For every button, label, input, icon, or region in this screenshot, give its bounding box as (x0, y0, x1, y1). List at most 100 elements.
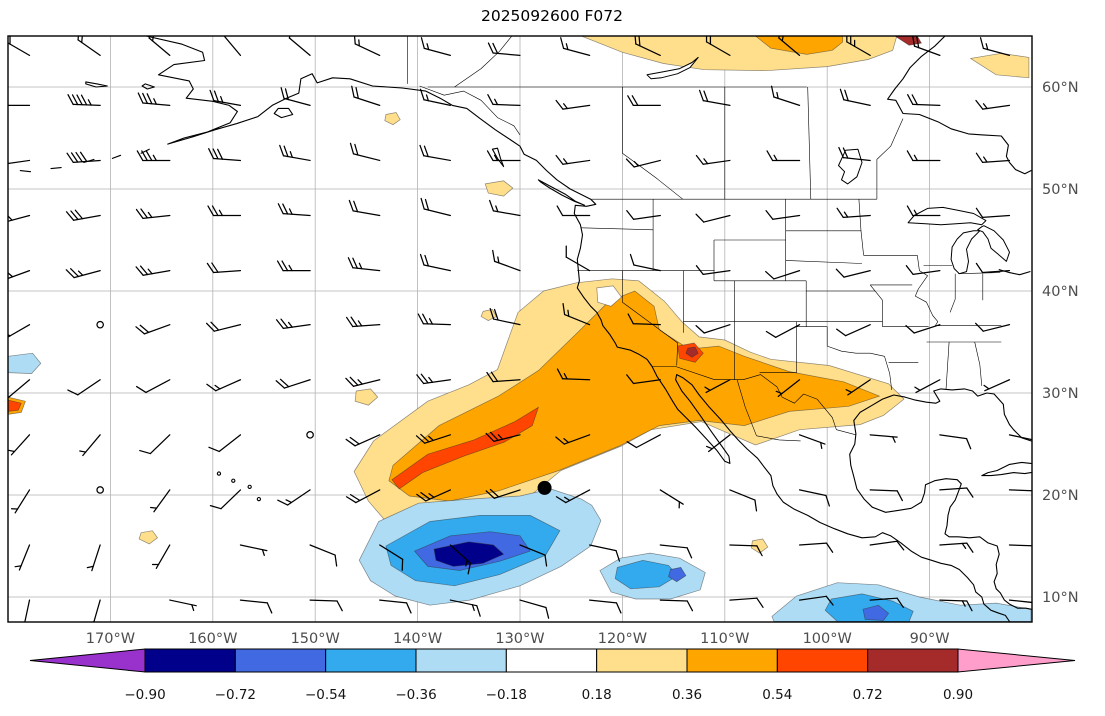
lat-tick-label: 30°N (1042, 386, 1079, 402)
coastline (982, 462, 1031, 475)
wind-barb-full (766, 332, 775, 338)
wind-barb-full (976, 263, 982, 272)
lat-tick-label: 40°N (1042, 284, 1079, 300)
colorbar-segment (777, 649, 867, 672)
lat-tick-label: 10°N (1042, 590, 1079, 606)
wind-barb-staff (940, 435, 967, 439)
wind-barb-full (147, 94, 152, 104)
wind-barb-staff (983, 216, 1010, 218)
wind-barb-full (223, 24, 227, 34)
wind-barb-full (280, 145, 284, 155)
colorbar-tick-label: −0.18 (486, 687, 527, 703)
wind-barb-full (906, 266, 913, 275)
wind-barb-full (281, 88, 284, 99)
colorbar-tick-label: 0.72 (853, 687, 883, 703)
wind-barb-full (908, 95, 913, 105)
anomaly-region-north-canada-yellow-band (581, 36, 896, 71)
colorbar-segment (868, 649, 958, 672)
colorbar-segment (145, 649, 235, 672)
anomaly-region-topright-yellow (971, 53, 1029, 78)
wind-barb-full (424, 146, 428, 156)
small-island (217, 472, 220, 475)
wind-barb-full (755, 500, 757, 511)
wind-barb-full (488, 43, 493, 53)
wind-barb-staff (730, 598, 757, 600)
wind-barb-full (696, 326, 704, 333)
lon-tick-label: 130°W (495, 631, 544, 647)
wind-barb-full (209, 447, 219, 451)
border-line (950, 274, 955, 313)
wind-barb-full (68, 390, 78, 395)
wind-barb-staff (636, 435, 660, 448)
border-line (877, 119, 903, 200)
wind-barb-staff (380, 600, 407, 603)
wind-barb-full (284, 146, 288, 156)
wind-barb-staff (634, 216, 661, 220)
wind-barb-staff (9, 380, 30, 397)
lake-outline (978, 226, 1010, 262)
wind-barb-half (564, 104, 568, 109)
colorbar-segment (597, 649, 687, 672)
wind-barb-half (219, 210, 222, 215)
wind-barb-full (556, 100, 563, 109)
lat-tick-label: 20°N (1042, 488, 1079, 504)
wind-barb-staff (704, 216, 730, 223)
wind-barb-staff (590, 600, 617, 603)
wind-barb-full (907, 151, 913, 161)
wind-barb-staff (289, 38, 310, 55)
wind-barb-full (82, 95, 87, 105)
island-outline (86, 82, 108, 87)
wind-barb-half (774, 155, 777, 160)
wind-barb-staff (660, 600, 687, 601)
wind-barb-full (700, 90, 704, 100)
border-line (622, 87, 682, 199)
wind-barb-half (358, 380, 362, 384)
border-line (946, 342, 949, 390)
wind-barb-full (630, 255, 633, 265)
wind-barb-full (215, 91, 219, 101)
wind-barb-full (143, 93, 148, 103)
coastline (850, 389, 1031, 609)
wind-barb-full (418, 314, 423, 324)
wind-barb-full (278, 204, 283, 214)
wind-barb-staff (78, 380, 100, 395)
wind-barb-full (77, 95, 82, 105)
colorbar-segment (416, 649, 506, 672)
plot-title: 2025092600 F072 (481, 7, 623, 25)
colorbar-tick-label: 0.36 (672, 687, 702, 703)
wind-barb-full (477, 606, 480, 616)
wind-barb-half (983, 104, 987, 109)
wind-barb-full (353, 258, 357, 268)
anomaly-fill-layer (8, 36, 1031, 622)
colorbar-over-arrow (958, 649, 1075, 672)
calm-wind-circle (97, 487, 103, 493)
wind-barb-full (488, 95, 493, 105)
wind-barb-staff (846, 325, 871, 336)
wind-barb-full (421, 38, 424, 49)
wind-barb-half (153, 155, 156, 160)
lon-tick-label: 120°W (598, 631, 647, 647)
wind-barb-full (627, 211, 634, 220)
wind-barb-full (967, 439, 971, 449)
wind-barb-full (278, 500, 288, 505)
wind-barb-staff (844, 271, 870, 278)
wind-barb-staff (703, 271, 730, 275)
wind-barb-half (289, 322, 293, 327)
wind-barb-full (687, 601, 692, 611)
colorbar-tick-label: 0.18 (582, 687, 612, 703)
wind-barb-full (337, 601, 342, 611)
wind-barb-full (981, 38, 984, 49)
wind-barb-staff (914, 325, 940, 333)
wind-barb-full (1036, 603, 1040, 613)
wind-barb-full (616, 603, 620, 613)
wind-barb-half (80, 451, 86, 452)
wind-barb-full (826, 496, 829, 506)
wind-barb-staff (773, 216, 800, 220)
wind-barb-half (704, 159, 708, 164)
wind-barb-full (138, 93, 143, 103)
wind-barb-full (348, 258, 352, 268)
border-line (581, 228, 653, 230)
wind-barb-full (837, 208, 843, 217)
